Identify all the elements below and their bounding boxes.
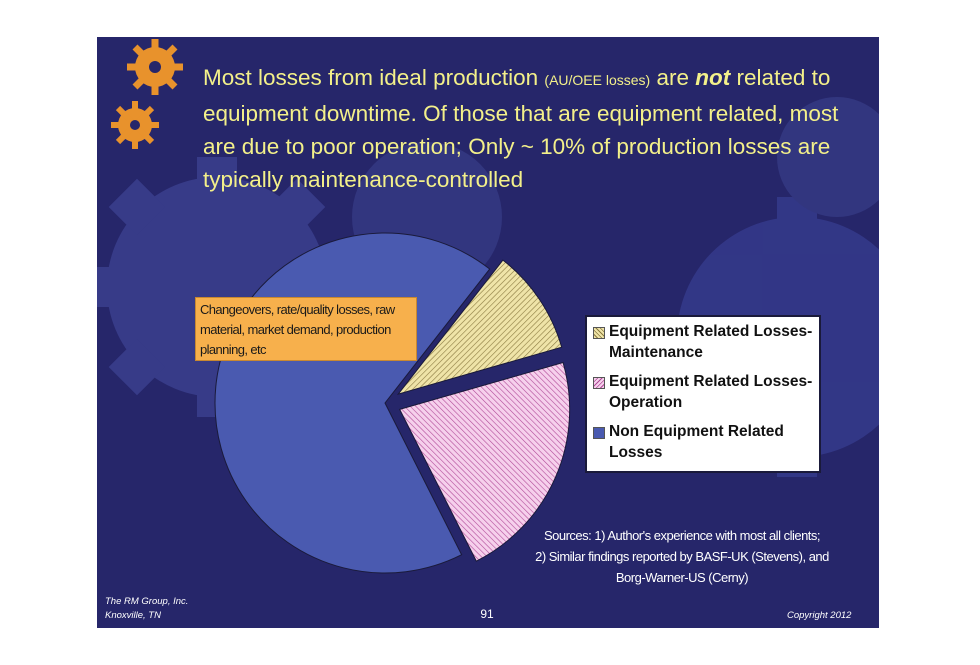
gear-icon (127, 39, 183, 95)
slide-title: Most losses from ideal production (AU/OE… (203, 61, 863, 196)
legend-label-operation: Equipment Related Losses- Operation (609, 373, 813, 411)
pie-slice-operation (398, 361, 571, 562)
legend-swatch-maintenance (593, 327, 605, 339)
page-number: 91 (480, 607, 494, 621)
sources-line: Borg-Warner-US (Cerny) (615, 570, 749, 585)
legend-swatch-non-equipment (593, 427, 605, 439)
legend-item: Equipment Related Losses-Maintenance (593, 321, 813, 363)
title-part1: Most losses from ideal production (203, 65, 539, 90)
legend-item: Equipment Related Losses- Operation (593, 371, 813, 413)
sources-note: Sources: 1) Author's experience with mos… (497, 525, 867, 588)
sources-line: 2) Similar findings reported by BASF-UK … (535, 549, 829, 564)
footer-company-name: The RM Group, Inc. (105, 596, 189, 607)
title-emphasis: not (695, 65, 731, 90)
sources-line: Sources: 1) Author's experience with mos… (543, 528, 821, 543)
legend-label-maintenance: Equipment Related Losses-Maintenance (609, 323, 813, 361)
callout-box: Changeovers, rate/quality losses, raw ma… (195, 297, 417, 361)
title-part3: related to equipment downtime. Of those … (203, 65, 839, 192)
footer-company: The RM Group, Inc. Knoxville, TN (105, 595, 188, 623)
pie-slice-maintenance (396, 259, 563, 395)
slide: Most losses from ideal production (AU/OE… (97, 37, 879, 628)
gear-icon (111, 101, 159, 149)
footer-city: Knoxville, TN (105, 610, 161, 621)
legend-label-non-equipment: Non Equipment Related Losses (609, 423, 784, 461)
title-part2: are (656, 65, 690, 90)
chart-legend: Equipment Related Losses-Maintenance Equ… (585, 315, 821, 473)
copyright: Copyright 2012 (787, 610, 852, 621)
legend-swatch-operation (593, 377, 605, 389)
title-small: (AU/OEE losses) (544, 72, 651, 88)
legend-item: Non Equipment Related Losses (593, 421, 813, 463)
